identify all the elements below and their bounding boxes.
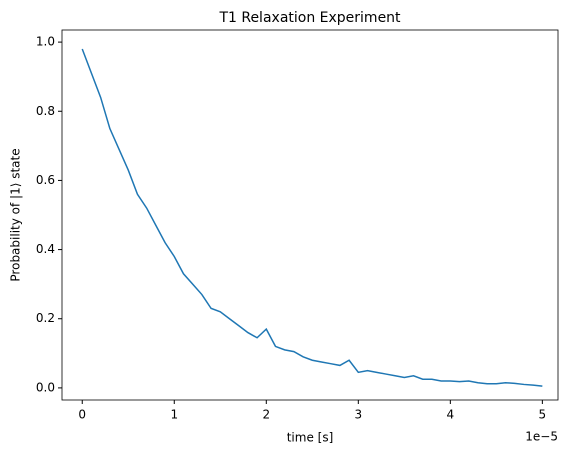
x-tick-label: 2 bbox=[262, 408, 270, 422]
x-tick-label: 4 bbox=[447, 408, 455, 422]
y-tick-label: 0.8 bbox=[36, 104, 55, 118]
y-tick-label: 0.2 bbox=[36, 311, 55, 325]
x-axis-label: time [s] bbox=[287, 431, 334, 445]
x-offset-label: 1e−5 bbox=[525, 430, 558, 444]
x-tick-label: 1 bbox=[170, 408, 178, 422]
line-series bbox=[81, 48, 543, 387]
plot-frame bbox=[61, 29, 559, 401]
x-tick-label: 3 bbox=[354, 408, 362, 422]
y-tick-label: 0.4 bbox=[36, 242, 55, 256]
x-tick-label: 5 bbox=[539, 408, 547, 422]
y-tick-label: 1.0 bbox=[36, 35, 55, 49]
x-tick-label: 0 bbox=[78, 408, 86, 422]
y-tick-label: 0.6 bbox=[36, 173, 55, 187]
y-axis-label: Probability of |1⟩ state bbox=[9, 148, 23, 281]
y-tick-label: 0.0 bbox=[36, 380, 55, 394]
chart-title: T1 Relaxation Experiment bbox=[218, 10, 401, 26]
